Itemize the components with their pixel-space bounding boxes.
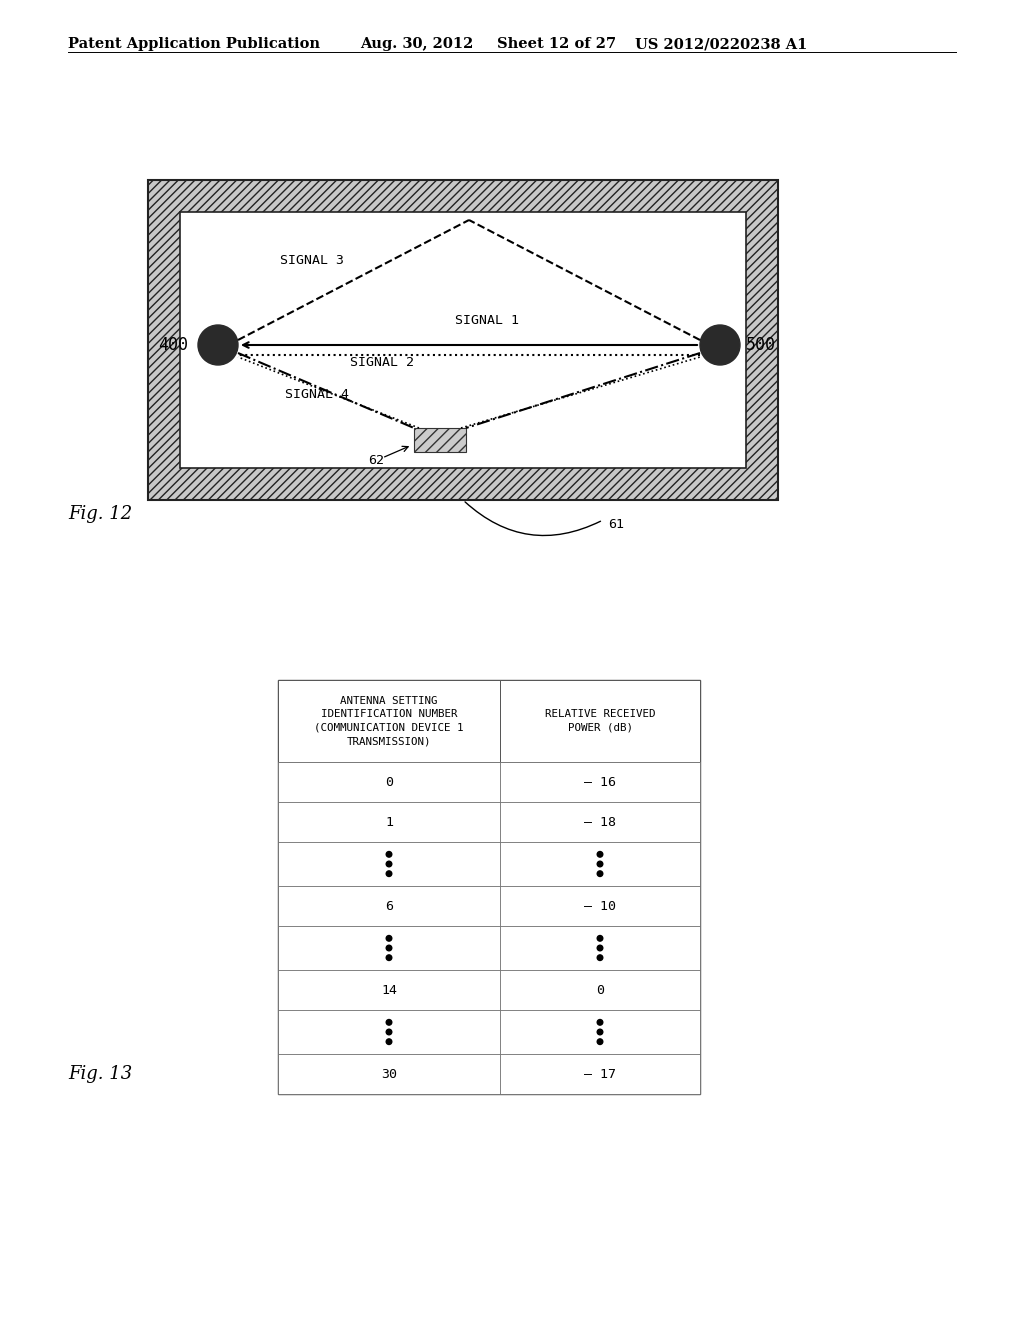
Text: US 2012/0220238 A1: US 2012/0220238 A1 (635, 37, 807, 51)
Bar (500, 927, 700, 970)
Circle shape (386, 945, 392, 950)
Text: 30: 30 (381, 1068, 397, 1081)
Text: Sheet 12 of 27: Sheet 12 of 27 (497, 37, 616, 51)
Bar (500, 803, 700, 842)
Circle shape (597, 851, 603, 857)
Circle shape (386, 861, 392, 867)
Text: 62: 62 (368, 454, 384, 466)
Bar (278, 842, 500, 886)
Circle shape (386, 1019, 392, 1026)
Text: SIGNAL 4: SIGNAL 4 (285, 388, 349, 401)
Circle shape (386, 871, 392, 876)
Circle shape (700, 325, 740, 366)
Bar (278, 803, 500, 842)
Circle shape (597, 945, 603, 950)
Bar (500, 1053, 700, 1094)
Circle shape (198, 325, 238, 366)
Circle shape (386, 1030, 392, 1035)
Bar (500, 762, 700, 803)
Text: 500: 500 (746, 337, 776, 354)
Bar (500, 1010, 700, 1053)
Circle shape (597, 954, 603, 961)
Bar (500, 970, 700, 1010)
Bar (148, 180, 778, 500)
Bar (278, 680, 700, 1094)
Circle shape (386, 954, 392, 961)
Bar (278, 680, 500, 762)
Text: 14: 14 (381, 983, 397, 997)
Bar (180, 213, 746, 469)
Text: 61: 61 (608, 517, 624, 531)
Bar (278, 927, 500, 970)
Bar (278, 1053, 500, 1094)
Text: 0: 0 (385, 776, 393, 788)
Text: ANTENNA SETTING
IDENTIFICATION NUMBER
(COMMUNICATION DEVICE 1
TRANSMISSION): ANTENNA SETTING IDENTIFICATION NUMBER (C… (314, 696, 464, 746)
Bar (278, 970, 500, 1010)
Text: Patent Application Publication: Patent Application Publication (68, 37, 319, 51)
Circle shape (597, 936, 603, 941)
Bar (278, 886, 500, 927)
Circle shape (597, 1019, 603, 1026)
Text: Fig. 12: Fig. 12 (68, 506, 132, 523)
Circle shape (597, 871, 603, 876)
Text: 6: 6 (385, 899, 393, 912)
Bar (500, 886, 700, 927)
Circle shape (386, 1039, 392, 1044)
Bar (278, 1010, 500, 1053)
Text: SIGNAL 2: SIGNAL 2 (350, 355, 414, 368)
Text: – 10: – 10 (584, 899, 616, 912)
Text: – 16: – 16 (584, 776, 616, 788)
Text: 0: 0 (596, 983, 604, 997)
Circle shape (597, 861, 603, 867)
Text: – 17: – 17 (584, 1068, 616, 1081)
Circle shape (597, 1030, 603, 1035)
Text: Aug. 30, 2012: Aug. 30, 2012 (360, 37, 473, 51)
Text: SIGNAL 3: SIGNAL 3 (280, 253, 344, 267)
Text: RELATIVE RECEIVED
POWER (dB): RELATIVE RECEIVED POWER (dB) (545, 709, 655, 733)
Text: SIGNAL 1: SIGNAL 1 (455, 314, 519, 326)
Text: 400: 400 (158, 337, 188, 354)
Bar (278, 762, 500, 803)
Bar (500, 680, 700, 762)
Text: 1: 1 (385, 816, 393, 829)
Bar (500, 842, 700, 886)
Circle shape (597, 1039, 603, 1044)
Circle shape (386, 936, 392, 941)
Bar (414, 428, 466, 451)
Text: Fig. 13: Fig. 13 (68, 1065, 132, 1082)
Text: – 18: – 18 (584, 816, 616, 829)
Circle shape (386, 851, 392, 857)
